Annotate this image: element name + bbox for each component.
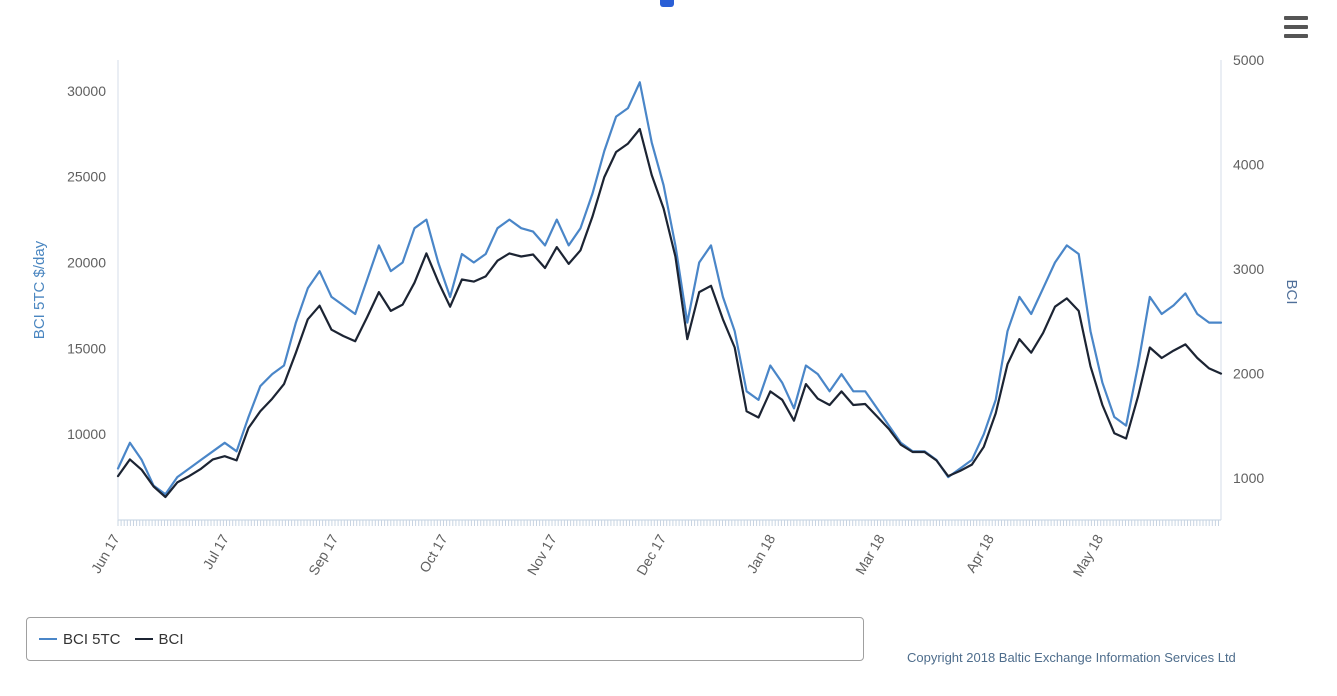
- menu-bar-top: [1284, 16, 1308, 20]
- x-tick-label: Nov 17: [524, 531, 560, 578]
- series-line-bci: [116, 127, 1223, 499]
- copyright-credit: Copyright 2018 Baltic Exchange Informati…: [907, 650, 1236, 665]
- left-tick-label: 20000: [67, 255, 106, 271]
- right-tick-label: 4000: [1233, 157, 1264, 173]
- right-tick-label: 1000: [1233, 470, 1264, 486]
- x-axis: [117, 60, 1222, 526]
- x-tick-label: Oct 17: [416, 531, 451, 575]
- series-line-bci-5tc: [116, 81, 1223, 496]
- right-tick-label: 3000: [1233, 261, 1264, 277]
- x-tick-label: Jul 17: [199, 531, 232, 572]
- x-tick-label: Apr 18: [963, 531, 998, 575]
- left-tick-label: 25000: [67, 169, 106, 185]
- right-axis-title: BCI: [1283, 279, 1300, 304]
- legend-label-bci-5tc: BCI 5TC: [63, 630, 121, 648]
- x-tick-label: Mar 18: [852, 531, 888, 577]
- left-y-axis-ticks: 10000 15000 20000 25000 30000: [67, 83, 106, 442]
- x-tick-label: May 18: [1069, 531, 1106, 579]
- right-y-axis-ticks: 1000 2000 3000 4000 5000: [1233, 52, 1264, 486]
- line-chart: Jun 17 Jul 17 Sep 17 Oct 17 Nov 17 Dec 17 Jan …: [31, 52, 1300, 579]
- left-tick-label: 10000: [67, 426, 106, 442]
- x-tick-label: Sep 17: [305, 531, 341, 578]
- menu-bar-middle: [1284, 25, 1308, 29]
- legend: BCI 5TC BCI: [26, 617, 864, 661]
- legend-swatch-bci: [134, 638, 153, 640]
- right-tick-label: 2000: [1233, 366, 1264, 382]
- x-tick-label: Jun 17: [88, 531, 123, 576]
- hamburger-menu-icon[interactable]: [1282, 14, 1310, 40]
- legend-label-bci: BCI: [158, 630, 184, 648]
- x-tick-label: Jan 18: [744, 531, 779, 576]
- x-axis-ticks: Jun 17 Jul 17 Sep 17 Oct 17 Nov 17 Dec 17 Jan …: [88, 531, 1107, 579]
- chart-title-fragment: [660, 0, 674, 7]
- x-tick-label: Dec 17: [633, 531, 669, 578]
- left-axis-title: BCI 5TC $/day: [31, 240, 48, 339]
- legend-item-bci-5tc[interactable]: BCI 5TC: [39, 631, 121, 648]
- left-tick-label: 30000: [67, 83, 106, 99]
- right-tick-label: 5000: [1233, 52, 1264, 68]
- left-tick-label: 15000: [67, 340, 106, 356]
- legend-swatch-bci-5tc: [39, 638, 57, 640]
- series-lines: [116, 81, 1223, 499]
- menu-bar-bottom: [1284, 34, 1308, 38]
- legend-item-bci[interactable]: BCI: [134, 630, 184, 648]
